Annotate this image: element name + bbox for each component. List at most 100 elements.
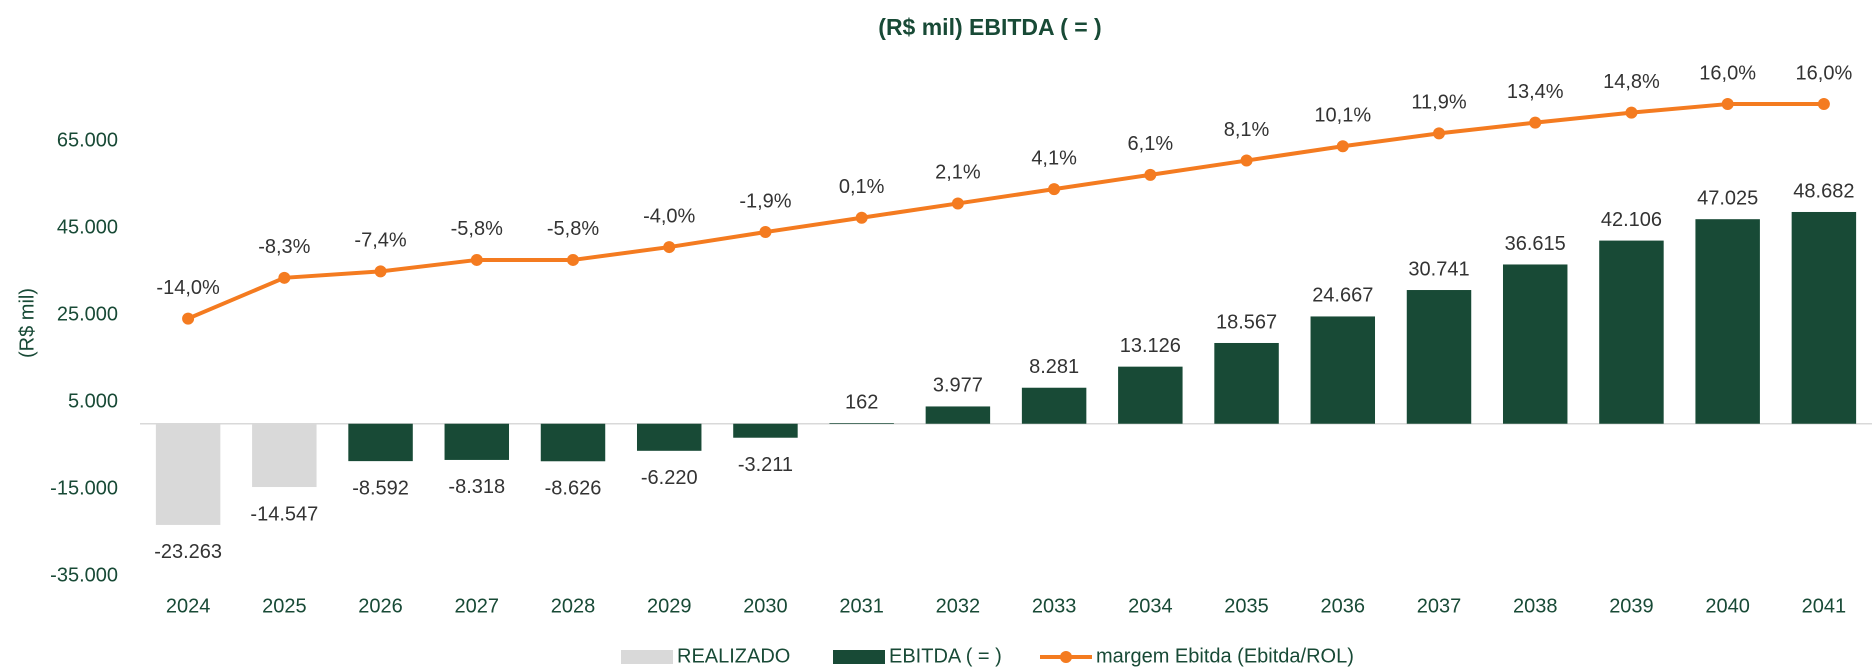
data-label: 4,1% — [1031, 147, 1077, 169]
data-label: 8.281 — [1029, 356, 1079, 378]
legend-swatch — [833, 650, 885, 664]
bar — [1021, 387, 1087, 424]
data-label: 42.106 — [1601, 209, 1662, 231]
marker — [1433, 127, 1445, 140]
marker — [470, 253, 483, 266]
data-label: 162 — [845, 391, 878, 413]
x-tick-label: 2031 — [839, 595, 884, 617]
data-label: 30.741 — [1408, 258, 1469, 280]
legend-swatch — [1060, 651, 1072, 663]
data-label: -8.592 — [352, 477, 409, 499]
legend-label: EBITDA ( = ) — [889, 645, 1002, 667]
x-tick-label: 2028 — [551, 595, 596, 617]
bar — [444, 423, 510, 460]
x-tick-label: 2034 — [1128, 595, 1173, 617]
data-label: -5,8% — [547, 218, 599, 240]
x-tick-label: 2040 — [1705, 595, 1750, 617]
x-tick-label: 2039 — [1609, 595, 1654, 617]
data-label: -6.220 — [641, 467, 698, 489]
x-tick-label: 2032 — [936, 595, 981, 617]
marker — [1048, 183, 1061, 196]
x-tick-label: 2030 — [743, 595, 788, 617]
x-tick-label: 2024 — [166, 595, 211, 617]
data-label: 10,1% — [1314, 105, 1371, 127]
marker — [1240, 154, 1253, 167]
bar — [155, 423, 221, 525]
data-label: 14,8% — [1603, 71, 1660, 93]
bar — [1214, 342, 1279, 424]
bar — [348, 423, 413, 462]
marker — [1529, 116, 1542, 129]
data-label: 13,4% — [1507, 81, 1564, 103]
marker — [663, 241, 676, 254]
data-label: -7,4% — [354, 230, 406, 252]
marker — [182, 312, 195, 325]
bar — [1118, 366, 1183, 424]
x-tick-label: 2027 — [455, 595, 500, 617]
bar — [636, 423, 702, 451]
y-tick-label: -35.000 — [50, 564, 118, 586]
bar — [1599, 240, 1664, 424]
x-tick-label: 2038 — [1513, 595, 1558, 617]
data-label: -5,8% — [451, 218, 503, 240]
bar — [829, 423, 894, 424]
marker — [278, 271, 291, 284]
data-label: 36.615 — [1505, 233, 1566, 255]
data-label: -23.263 — [154, 541, 222, 563]
bar — [733, 423, 798, 438]
data-label: -1,9% — [739, 190, 791, 212]
bar — [1791, 211, 1857, 424]
marker — [1144, 168, 1157, 181]
data-label: 48.682 — [1793, 180, 1854, 202]
marker — [567, 253, 579, 266]
marker — [951, 197, 964, 210]
x-tick-label: 2026 — [358, 595, 403, 617]
y-tick-label: 25.000 — [57, 303, 118, 325]
marker — [374, 265, 387, 278]
chart-title: (R$ mil) EBITDA ( = ) — [878, 14, 1101, 40]
data-label: -8.626 — [545, 478, 602, 500]
x-tick-label: 2025 — [262, 595, 307, 617]
y-tick-label: 65.000 — [57, 129, 118, 151]
data-label: 24.667 — [1312, 285, 1373, 307]
x-tick-label: 2041 — [1802, 595, 1847, 617]
legend-label: margem Ebitda (Ebitda/ROL) — [1096, 645, 1354, 667]
marker — [759, 226, 772, 239]
data-label: 6,1% — [1128, 133, 1174, 155]
x-tick-label: 2035 — [1224, 595, 1269, 617]
data-label: -14,0% — [156, 277, 220, 299]
data-label: 16,0% — [1796, 62, 1853, 84]
data-label: 11,9% — [1411, 92, 1466, 114]
data-label: -8,3% — [258, 236, 310, 258]
line — [187, 102, 1824, 321]
marker — [1625, 106, 1638, 119]
bar — [252, 423, 317, 488]
legend-swatch — [621, 650, 673, 664]
data-label: 13.126 — [1120, 335, 1181, 357]
x-tick-label: 2037 — [1417, 595, 1462, 617]
bar — [925, 406, 991, 424]
y-axis-label: (R$ mil) — [16, 288, 38, 358]
marker — [1336, 140, 1349, 153]
data-label: 18.567 — [1216, 311, 1277, 333]
x-tick-label: 2036 — [1321, 595, 1366, 617]
legend-label: REALIZADO — [677, 645, 790, 667]
data-label: -8.318 — [448, 476, 505, 498]
data-label: -3.211 — [738, 454, 793, 476]
bar — [1695, 219, 1760, 424]
data-label: 0,1% — [839, 176, 885, 198]
data-label: 2,1% — [935, 162, 981, 184]
y-tick-label: 5.000 — [68, 390, 118, 412]
data-label: -4,0% — [643, 205, 695, 227]
x-tick-label: 2033 — [1032, 595, 1077, 617]
y-tick-label: -15.000 — [50, 477, 118, 499]
marker — [1817, 98, 1830, 111]
data-label: 8,1% — [1224, 119, 1270, 141]
bar — [1406, 290, 1472, 424]
data-label: 47.025 — [1697, 187, 1758, 209]
y-tick-label: 45.000 — [57, 216, 118, 238]
x-tick-label: 2029 — [647, 595, 692, 617]
marker — [1721, 98, 1734, 111]
marker — [855, 211, 868, 224]
